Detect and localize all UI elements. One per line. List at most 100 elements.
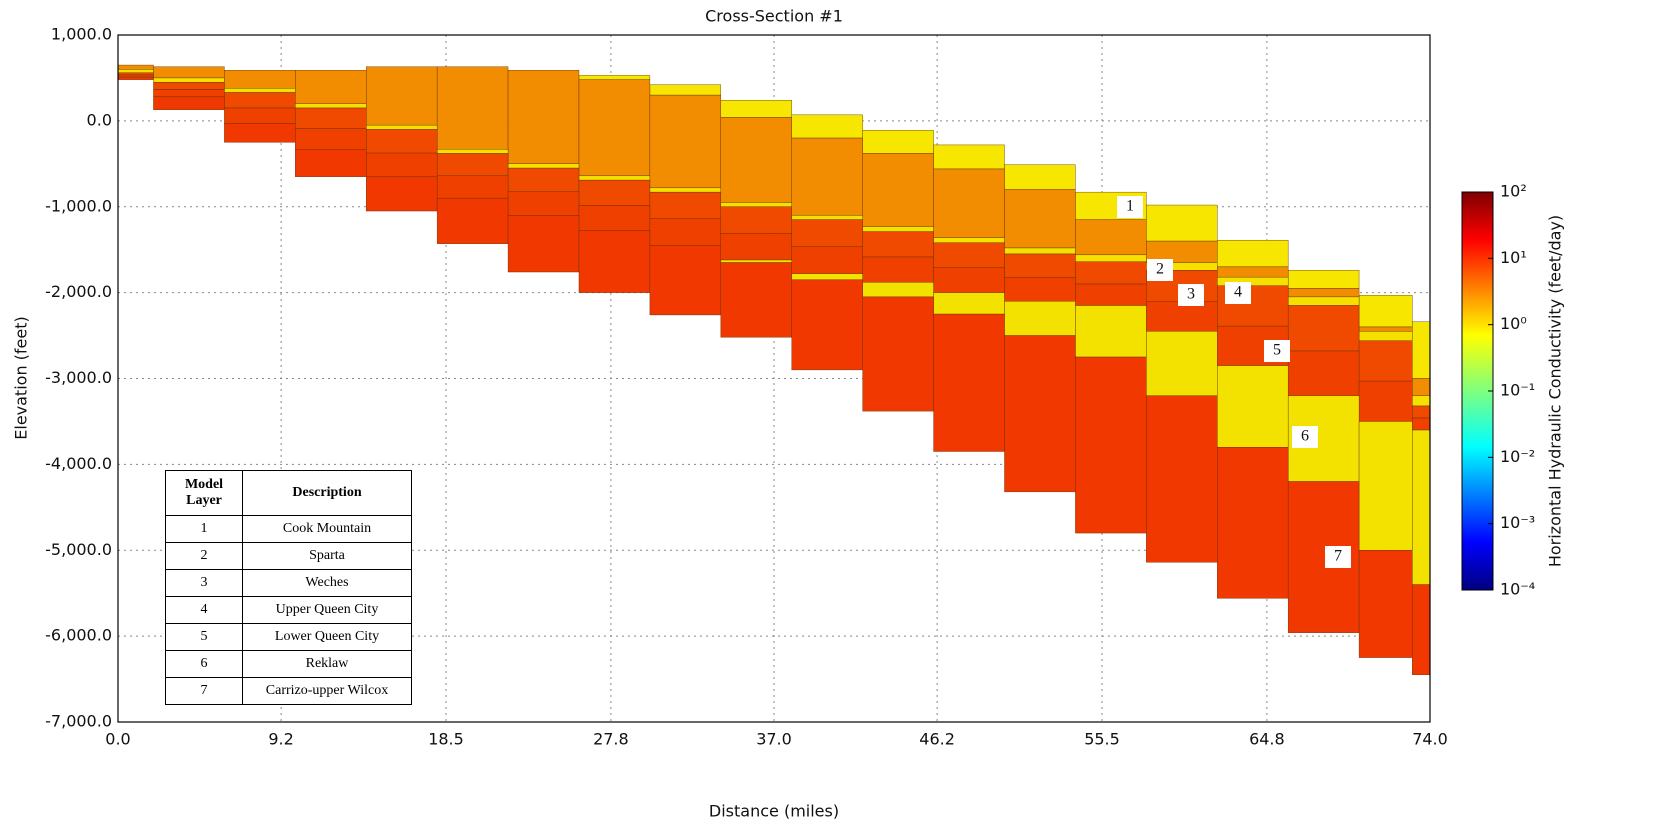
- colorbar-tick-label: 10⁰: [1500, 314, 1527, 333]
- chart-title: Cross-Section #1: [705, 7, 843, 26]
- layer-cell: [862, 282, 934, 298]
- layer-cell: [578, 230, 651, 293]
- layer-cell: [720, 100, 792, 118]
- layer-cell: [1217, 240, 1289, 268]
- x-tick-label: 55.5: [1084, 730, 1120, 749]
- x-tick-label: 18.5: [428, 730, 464, 749]
- layer-cell: [117, 76, 154, 80]
- x-tick-label: 46.2: [919, 730, 955, 749]
- layer-cell: [1075, 356, 1147, 534]
- layer-label: 5: [1273, 342, 1281, 359]
- x-tick-label: 0.0: [105, 730, 130, 749]
- table-header-row: Model Layer Description: [165, 470, 412, 516]
- table-row: 2 Sparta: [165, 542, 412, 570]
- layer-cell: [649, 187, 722, 193]
- layer-cell: [1358, 550, 1413, 658]
- table-cell: 6: [165, 650, 243, 678]
- layer-cell: [933, 267, 1005, 293]
- layer-cell: [720, 202, 792, 207]
- layer-cell: [507, 191, 580, 216]
- plot-frame: [117, 34, 1431, 723]
- layer-cell: [224, 88, 296, 93]
- layer-cell: [295, 149, 367, 177]
- layer-label-box: [1225, 282, 1251, 304]
- table-row: 6 Reklaw: [165, 650, 412, 678]
- layer-cell: [1146, 204, 1218, 242]
- layer-cell: [507, 167, 580, 192]
- layer-cell: [224, 123, 296, 143]
- layer-label-box: [1325, 546, 1351, 568]
- layer-cell: [649, 245, 722, 316]
- layer-cell: [862, 130, 934, 154]
- layer-cell: [436, 175, 509, 199]
- layer-cell: [1358, 380, 1413, 422]
- layer-cell: [507, 215, 580, 273]
- layer-cell: [1075, 283, 1147, 306]
- layer-cell: [649, 84, 722, 96]
- layer-cell: [1412, 417, 1431, 431]
- layer-cell: [933, 237, 1005, 244]
- layer-cell: [1358, 340, 1413, 382]
- layer-cell: [933, 168, 1005, 238]
- colorbar-tick-label: 10²: [1500, 182, 1527, 201]
- layer-cell: [862, 226, 934, 232]
- layer-cell: [1358, 295, 1413, 328]
- table-cell: Lower Queen City: [242, 623, 412, 651]
- layer-cell: [791, 215, 863, 220]
- table-row: 4 Upper Queen City: [165, 596, 412, 624]
- layer-cell: [117, 74, 154, 78]
- layer-cell: [117, 72, 154, 76]
- table-header: Description: [242, 470, 412, 516]
- layer-cell: [578, 205, 651, 231]
- layer-cell: [436, 66, 509, 150]
- layer-cell: [1412, 584, 1431, 675]
- layer-cell: [791, 137, 863, 216]
- table-cell: Reklaw: [242, 650, 412, 678]
- layer-cell: [1075, 305, 1147, 358]
- layer-cell: [578, 175, 651, 181]
- layer-cell: [578, 179, 651, 206]
- table-cell: 3: [165, 569, 243, 597]
- layer-cell: [1217, 447, 1289, 599]
- layer-cell: [507, 70, 580, 165]
- layer-cell: [933, 242, 1005, 268]
- layer-table: Model Layer Description 1 Cook Mountain 2 Spa…: [165, 470, 412, 705]
- layer-cell: [1004, 253, 1076, 278]
- layer-cell: [1358, 326, 1413, 332]
- y-axis-label: Elevation (feet): [12, 316, 31, 439]
- layer-label: 7: [1334, 548, 1342, 565]
- layer-cell: [366, 129, 438, 154]
- layer-label-box: [1147, 259, 1173, 281]
- colorbar: [1461, 191, 1494, 591]
- layer-cell: [1146, 395, 1218, 563]
- layer-cell: [1287, 270, 1360, 289]
- colorbar-tick-label: 10⁻²: [1500, 447, 1535, 466]
- layer-cell: [295, 70, 367, 104]
- table-cell: Weches: [242, 569, 412, 597]
- layer-cell: [117, 64, 154, 70]
- layer-cell: [933, 292, 1005, 315]
- x-tick-label: 64.8: [1249, 730, 1285, 749]
- layer-cell: [862, 296, 934, 412]
- layer-cell: [1004, 247, 1076, 255]
- colorbar-tick-label: 10¹: [1500, 248, 1527, 267]
- table-cell: Sparta: [242, 542, 412, 570]
- layer-cell: [153, 66, 225, 79]
- layer-cell: [720, 206, 792, 234]
- layer-cell: [1004, 335, 1076, 493]
- layer-cell: [1412, 395, 1431, 407]
- layer-cell: [649, 218, 722, 246]
- colorbar-tick-label: 10⁻³: [1500, 513, 1535, 532]
- x-tick-label: 74.0: [1412, 730, 1448, 749]
- table-row: 5 Lower Queen City: [165, 623, 412, 651]
- table-row: 7 Carrizo-upper Wilcox: [165, 677, 412, 705]
- y-tick-label: -7,000.0: [45, 712, 112, 731]
- layer-cell: [791, 219, 863, 247]
- layer-cell: [1412, 321, 1431, 379]
- layer-cell: [436, 149, 509, 154]
- layer-cell: [224, 70, 296, 89]
- table-cell: Cook Mountain: [242, 515, 412, 543]
- y-tick-label: -2,000.0: [45, 282, 112, 301]
- layer-cell: [1146, 301, 1218, 332]
